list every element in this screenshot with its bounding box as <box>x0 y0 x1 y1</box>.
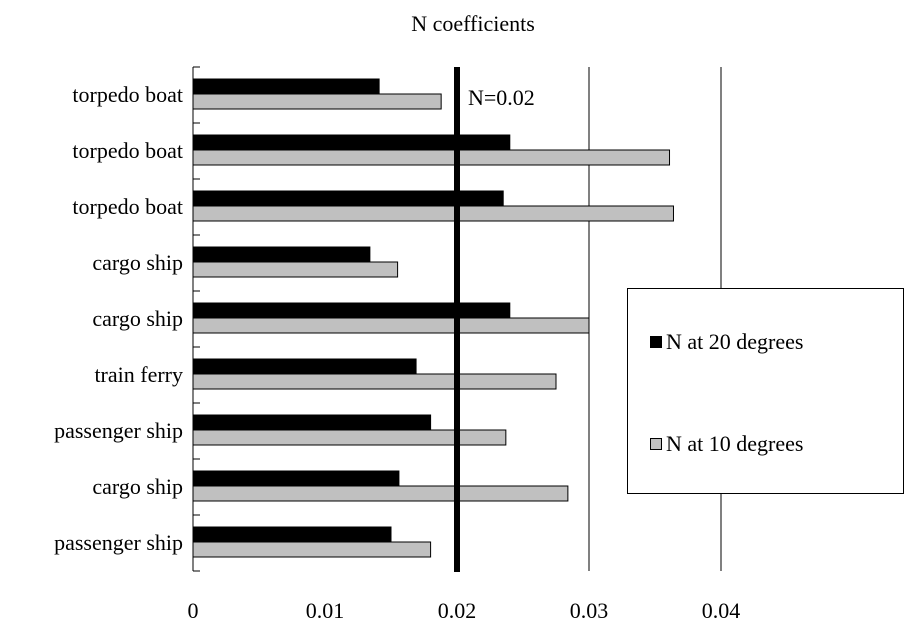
category-label-2: torpedo boat <box>72 194 183 219</box>
chart-title: N coefficients <box>411 11 535 36</box>
x-tick-label-4: 0.04 <box>702 598 741 622</box>
bar-n10-1 <box>192 149 671 166</box>
legend-label-10: N at 10 degrees <box>666 431 804 456</box>
bar-n20-6 <box>192 414 432 431</box>
category-label-6: passenger ship <box>54 418 183 443</box>
legend-item-20: N at 20 degrees <box>650 329 803 355</box>
bar-n20-1 <box>192 134 511 151</box>
category-label-8: passenger ship <box>54 530 183 555</box>
legend-swatch-10 <box>650 438 662 450</box>
x-tick-label-3: 0.03 <box>570 598 609 622</box>
bar-n10-8 <box>192 541 432 558</box>
category-label-3: cargo ship <box>92 250 183 275</box>
bar-n10-3 <box>192 261 399 278</box>
reference-line-label: N=0.02 <box>468 85 535 110</box>
labels-layer: torpedo boat torpedo boat torpedo boat carg… <box>54 82 740 622</box>
bars-layer <box>192 78 674 558</box>
legend: N at 20 degrees N at 10 degrees <box>627 288 904 494</box>
bar-n10-4 <box>192 317 590 334</box>
bar-n10-2 <box>192 205 674 222</box>
x-tick-label-2: 0.02 <box>438 598 477 622</box>
bar-n10-7 <box>192 485 569 502</box>
legend-swatch-20 <box>650 336 662 348</box>
bar-n20-0 <box>192 78 380 95</box>
category-label-4: cargo ship <box>92 306 183 331</box>
bar-n20-5 <box>192 358 417 375</box>
category-label-7: cargo ship <box>92 474 183 499</box>
bar-n20-8 <box>192 526 392 543</box>
bar-n10-0 <box>192 93 442 110</box>
axis-layer <box>192 66 460 572</box>
legend-label-20: N at 20 degrees <box>666 329 804 354</box>
bar-n20-7 <box>192 470 400 487</box>
x-tick-label-1: 0.01 <box>306 598 345 622</box>
category-label-0: torpedo boat <box>72 82 183 107</box>
bar-n20-4 <box>192 302 511 319</box>
bar-n20-3 <box>192 246 371 263</box>
legend-item-10: N at 10 degrees <box>650 431 803 457</box>
x-tick-label-0: 0 <box>188 598 199 622</box>
category-label-1: torpedo boat <box>72 138 183 163</box>
category-label-5: train ferry <box>94 362 183 387</box>
bar-n10-5 <box>192 373 557 390</box>
